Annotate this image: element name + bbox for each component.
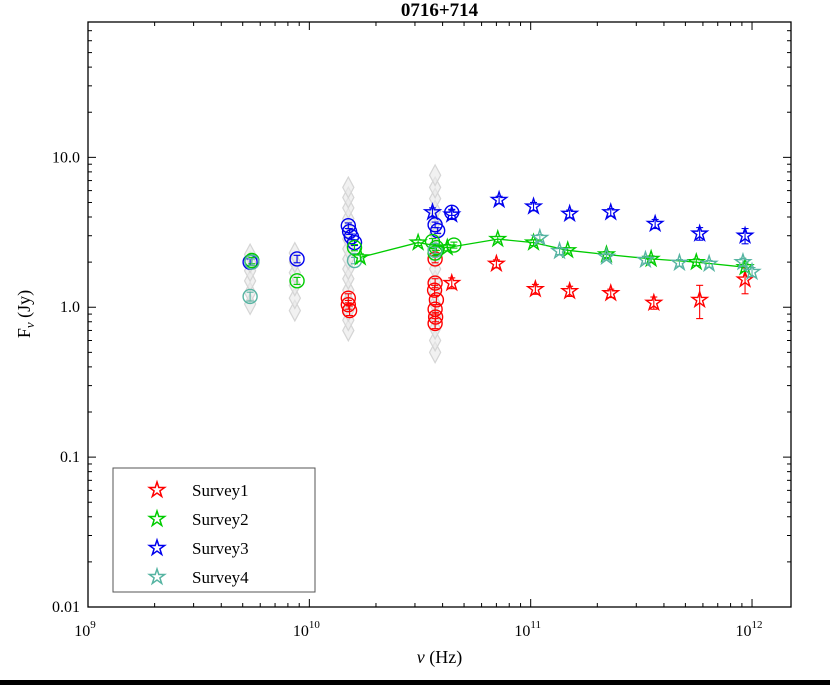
data-point-diamond — [428, 163, 442, 187]
data-point-diamond — [288, 286, 302, 310]
series-survey4 — [530, 227, 762, 281]
data-point-star — [635, 249, 656, 269]
data-point-star — [735, 225, 755, 245]
series-survey2 — [350, 228, 755, 276]
data-point-diamond — [428, 328, 442, 353]
data-point-star — [489, 189, 509, 209]
legend-item-survey1: Survey1 — [147, 479, 249, 500]
y-tick-label: 0.01 — [52, 599, 80, 616]
legend-label: Survey3 — [192, 539, 249, 558]
data-point-star — [408, 232, 428, 251]
data-point-circle — [242, 288, 258, 305]
legend-item-survey4: Survey4 — [147, 566, 249, 587]
window-bottom-border — [0, 680, 830, 685]
legend-label: Survey4 — [192, 568, 249, 587]
data-point-star — [422, 202, 443, 221]
series-archival-gray — [243, 163, 442, 364]
data-point-star — [559, 203, 580, 223]
data-point-star — [645, 213, 665, 233]
legend-marker-star-icon — [147, 566, 167, 586]
legend-item-survey2: Survey2 — [147, 508, 249, 529]
data-point-star — [549, 240, 570, 260]
legend-marker-star-icon — [147, 479, 167, 499]
data-point-diamond — [288, 273, 302, 297]
data-point-star — [742, 261, 762, 281]
data-point-star — [350, 247, 371, 266]
data-point-star — [689, 289, 710, 309]
data-point-diamond — [428, 340, 442, 364]
data-point-circle — [340, 217, 357, 234]
plot-data-area — [242, 163, 762, 364]
data-point-star — [689, 223, 710, 242]
legend-box — [112, 467, 316, 593]
data-point-circle — [244, 254, 260, 270]
legend-marker-star-icon — [147, 537, 167, 557]
data-point-star — [437, 237, 458, 256]
series-survey3 — [422, 189, 755, 245]
y-axis-label: Fν (Jy) — [14, 290, 37, 338]
data-point-circle — [427, 242, 443, 258]
legend-marker-star-icon — [147, 508, 167, 528]
data-point-circle — [427, 315, 443, 332]
chart-title: 0716+714 — [401, 0, 479, 21]
x-axis-label: ν (Hz) — [417, 647, 462, 668]
data-point-circle — [340, 296, 357, 313]
data-point-circle — [341, 302, 358, 319]
y-tick-label: 1.0 — [60, 299, 80, 316]
data-point-star — [487, 228, 508, 248]
data-point-star — [686, 251, 707, 271]
data-point-star — [442, 204, 462, 223]
x-tick-label: 109 — [74, 619, 96, 640]
data-point-star — [525, 278, 546, 298]
legend-label: Survey1 — [192, 481, 249, 500]
data-point-star — [600, 282, 621, 302]
data-point-circle — [289, 273, 305, 289]
data-point-diamond — [342, 175, 355, 200]
data-point-circle — [428, 292, 445, 308]
data-point-star — [530, 227, 550, 247]
legend: Survey1 Survey2 Survey3 Survey4 — [112, 467, 316, 593]
y-tick-label: 0.1 — [60, 449, 80, 466]
axes-frame — [87, 21, 792, 608]
x-tick-label: 1011 — [514, 619, 541, 640]
y-tick-label: 10.0 — [52, 149, 80, 166]
data-point-star — [644, 292, 664, 312]
legend-item-survey3: Survey3 — [147, 537, 249, 558]
data-point-diamond — [428, 175, 442, 200]
x-tick-label: 1012 — [736, 619, 763, 640]
data-point-star — [699, 253, 719, 273]
data-point-star — [442, 272, 462, 292]
data-point-star — [559, 280, 580, 300]
data-point-star — [523, 196, 544, 215]
data-point-star — [669, 252, 690, 272]
data-point-star — [596, 246, 617, 266]
x-tick-label: 1010 — [293, 619, 321, 640]
data-point-circle — [426, 282, 443, 298]
legend-label: Survey2 — [192, 510, 249, 529]
data-point-star — [733, 251, 753, 271]
data-point-diamond — [288, 298, 302, 323]
data-point-star — [600, 202, 621, 221]
data-point-star — [486, 253, 507, 273]
data-point-circle — [289, 251, 305, 267]
data-point-star — [523, 232, 544, 251]
